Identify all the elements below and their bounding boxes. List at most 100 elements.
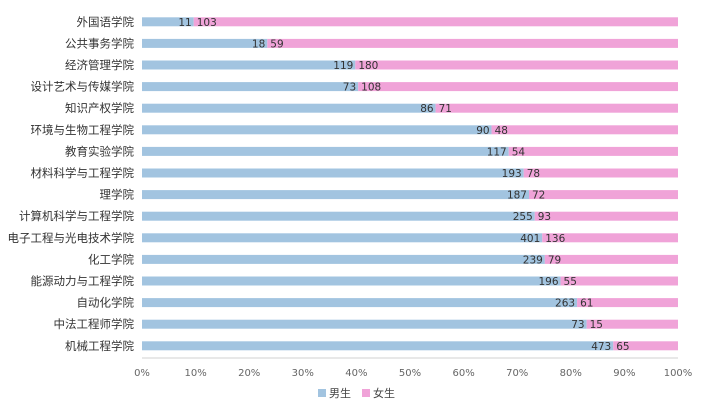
bar-male [142, 254, 545, 264]
bar-male [142, 211, 535, 221]
bar-female [542, 233, 678, 243]
data-label-female: 72 [532, 190, 545, 202]
data-label-female: 71 [439, 103, 452, 115]
bar-female [560, 276, 678, 286]
data-label-female: 61 [580, 298, 593, 310]
data-label-male: 119 [333, 60, 353, 72]
bar-female [508, 146, 678, 156]
data-label-male: 401 [520, 233, 540, 245]
x-tick-label: 0% [134, 368, 150, 379]
legend-label-female: 女生 [373, 386, 395, 400]
data-label-female: 54 [512, 146, 526, 158]
bar-male [142, 38, 268, 48]
x-tick-label: 80% [560, 368, 582, 379]
legend: 男生 女生 [318, 386, 395, 400]
bar-male [142, 190, 529, 200]
data-label-female: 180 [358, 60, 378, 72]
category-label: 计算机科学与工程学院 [19, 209, 134, 223]
legend-swatch-male [318, 389, 326, 397]
x-tick-label: 70% [506, 368, 528, 379]
data-label-female: 79 [548, 254, 561, 266]
data-label-female: 48 [495, 125, 508, 137]
category-label: 理学院 [100, 188, 135, 202]
data-label-female: 136 [545, 233, 565, 245]
bar-female [544, 254, 678, 264]
x-tick-label: 20% [238, 368, 260, 379]
bar-female [577, 298, 678, 308]
data-label-male: 187 [507, 190, 527, 202]
category-label: 知识产权学院 [65, 101, 134, 115]
data-label-male: 18 [252, 38, 265, 50]
bar-male [142, 103, 436, 113]
x-axis-ticks: 0% 10% 20% 30% 40% 50% 60% 70% 80% 90% 100% [134, 368, 692, 379]
category-label: 电子工程与光电技术学院 [8, 231, 135, 245]
data-label-male: 263 [555, 298, 575, 310]
bar-female [534, 211, 678, 221]
bar-female [435, 103, 678, 113]
data-label-male: 73 [343, 82, 356, 94]
category-label: 中法工程师学院 [54, 317, 135, 331]
legend-swatch-female [362, 389, 370, 397]
data-label-male: 196 [539, 276, 559, 288]
category-label: 材料科学与工程学院 [31, 166, 135, 180]
bar-male [142, 341, 614, 351]
category-label: 自动化学院 [77, 296, 135, 310]
data-label-male: 11 [178, 17, 191, 29]
bars-group [142, 17, 678, 351]
x-tick-label: 50% [399, 368, 421, 379]
bar-female [193, 17, 678, 27]
bar-female [267, 38, 678, 48]
data-label-female: 108 [361, 82, 381, 94]
data-label-male: 73 [571, 319, 584, 331]
bar-female [613, 341, 678, 351]
bar-female [523, 168, 678, 178]
category-labels: 外国语学院公共事务学院经济管理学院设计艺术与传媒学院知识产权学院环境与生物工程学… [8, 15, 135, 353]
category-label: 设计艺术与传媒学院 [31, 80, 135, 94]
category-label: 化工学院 [88, 252, 134, 266]
data-label-female: 78 [527, 168, 540, 180]
x-tick-label: 60% [452, 368, 474, 379]
bar-female [355, 60, 678, 70]
bar-male [142, 146, 509, 156]
category-label: 公共事务学院 [65, 36, 134, 50]
data-label-female: 15 [590, 319, 603, 331]
data-label-male: 255 [513, 211, 533, 223]
data-label-female: 103 [197, 17, 217, 29]
data-label-female: 93 [538, 211, 551, 223]
bar-male [142, 276, 561, 286]
category-label: 环境与生物工程学院 [31, 123, 135, 137]
data-label-male: 193 [502, 168, 522, 180]
data-label-male: 90 [476, 125, 489, 137]
data-label-female: 55 [564, 276, 577, 288]
bar-male [142, 319, 587, 329]
category-label: 经济管理学院 [65, 58, 134, 72]
bar-female [586, 319, 678, 329]
bar-male [142, 60, 356, 70]
category-label: 机械工程学院 [65, 339, 134, 353]
bar-male [142, 125, 492, 135]
data-label-male: 473 [591, 341, 611, 353]
x-tick-label: 40% [345, 368, 367, 379]
category-label: 能源动力与工程学院 [31, 274, 135, 288]
legend-label-male: 男生 [329, 386, 351, 400]
bar-male [142, 168, 524, 178]
category-label: 教育实验学院 [65, 144, 134, 158]
x-tick-label: 100% [664, 368, 693, 379]
bar-male [142, 82, 359, 92]
data-label-female: 65 [616, 341, 629, 353]
bar-male [142, 17, 194, 27]
bar-female [491, 125, 678, 135]
bar-male [142, 298, 578, 308]
x-tick-label: 10% [184, 368, 206, 379]
data-label-female: 59 [270, 38, 283, 50]
bar-female [358, 82, 678, 92]
category-label: 外国语学院 [77, 15, 135, 29]
x-tick-label: 30% [292, 368, 314, 379]
data-label-male: 117 [487, 146, 507, 158]
bar-female [528, 190, 678, 200]
data-label-male: 86 [420, 103, 434, 115]
data-label-male: 239 [523, 254, 543, 266]
x-tick-label: 90% [613, 368, 635, 379]
